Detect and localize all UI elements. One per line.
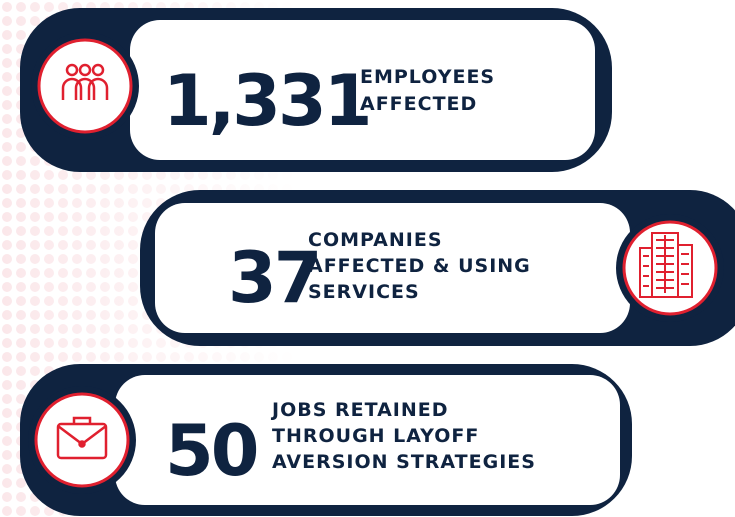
- stat-card: 50 JOBS RETAINED THROUGH LAYOFF AVERSION…: [20, 364, 632, 516]
- stat-label: COMPANIES: [308, 229, 443, 251]
- stat-card: 37 COMPANIES AFFECTED & USING SERVICES: [140, 190, 735, 346]
- stat-value: 50: [165, 410, 257, 492]
- stat-label: SERVICES: [308, 281, 420, 303]
- stat-value: 1,331: [163, 60, 369, 142]
- stat-label: AFFECTED: [360, 93, 477, 115]
- card-panel: [115, 375, 620, 505]
- card-panel: [130, 20, 595, 160]
- stat-card: 1,331 EMPLOYEES AFFECTED: [20, 8, 612, 172]
- briefcase-icon: [56, 416, 108, 460]
- building-icon: [639, 232, 693, 298]
- icon-circle: [622, 220, 718, 316]
- stat-label: JOBS RETAINED: [270, 399, 449, 421]
- stat-label: THROUGH LAYOFF: [272, 425, 479, 447]
- stat-label: EMPLOYEES: [360, 66, 495, 88]
- people-icon: [61, 63, 109, 100]
- stat-label: AVERSION STRATEGIES: [272, 451, 536, 473]
- stat-value: 37: [228, 237, 319, 319]
- icon-circle: [37, 38, 133, 134]
- stat-label: AFFECTED & USING: [308, 255, 531, 277]
- card-panel: [155, 203, 630, 333]
- icon-circle: [34, 392, 130, 488]
